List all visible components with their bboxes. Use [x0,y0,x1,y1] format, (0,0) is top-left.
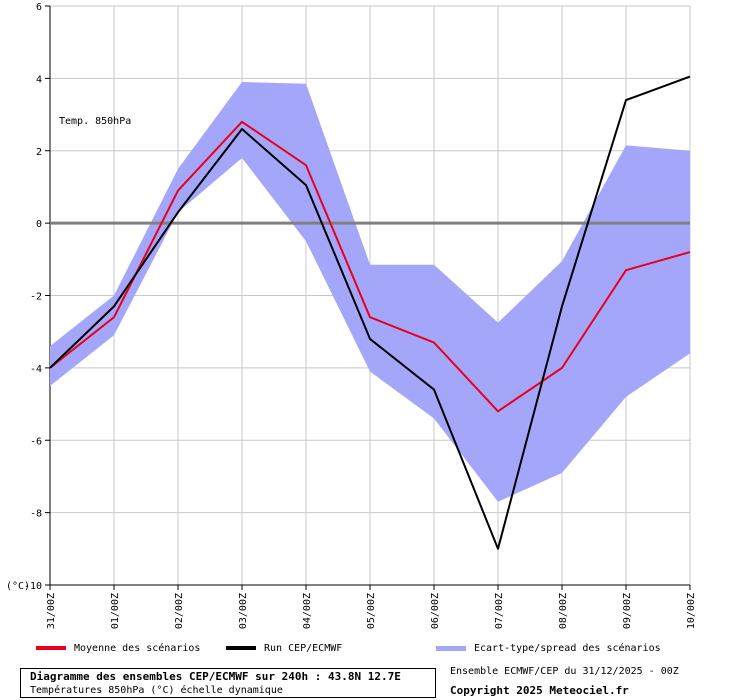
y-tick-label: -2 [30,292,42,303]
y-tick-label: -4 [30,364,42,375]
y-tick-label: -8 [30,509,42,520]
y-tick-labels: 6 4 2 0 -2 -4 -6 -8 -10(°C) [6,2,42,592]
x-tick-label: 01/00Z [110,593,121,629]
x-tick-label: 10/00Z [686,593,697,629]
legend-item-spread: Ecart-type/spread des scénarios [436,640,661,656]
x-tick-label: 09/00Z [622,593,633,629]
x-tick-label: 08/00Z [558,593,569,629]
x-tick-label: 07/00Z [494,593,505,629]
run-info: Ensemble ECMWF/CEP du 31/12/2025 - 00Z [450,666,679,677]
legend-label-run: Run CEP/ECMWF [264,642,343,654]
x-tick-label: 05/00Z [366,593,377,629]
spread-band [50,81,690,502]
footer-title: Diagramme des ensembles CEP/ECMWF sur 24… [30,670,401,683]
x-tick-label: 04/00Z [302,593,313,629]
footer-subtitle: Températures 850hPa (°C) échelle dynamiq… [30,685,283,696]
y-tick-label: 6 [36,2,42,13]
mean-series-line [49,120,691,413]
x-tick-label: 03/00Z [238,593,249,629]
legend-swatch-run [226,646,256,650]
legend-swatch-spread [436,645,466,651]
y-tick-label: -6 [30,436,42,447]
chart: 6 4 2 0 -2 -4 -6 -8 -10(°C) 31/00Z 01/00Z 02/00Z 03… [6,2,697,629]
x-tick-label: 31/00Z [46,593,57,629]
y-tick-label: 2 [36,147,42,158]
footer-caption-box: Diagramme des ensembles CEP/ECMWF sur 24… [20,668,436,698]
x-tick-labels: 31/00Z 01/00Z 02/00Z 03/00Z 04/00Z 05/00Z 06/0… [46,593,697,629]
y-unit-label: (°C) [6,581,30,592]
y-tick-label: 4 [36,74,42,85]
y-tick-label: -10 [24,581,42,592]
legend-swatch-mean [36,646,66,650]
chart-annotation: Temp. 850hPa [59,116,131,127]
legend-item-mean: Moyenne des scénarios [36,640,200,656]
legend-label-mean: Moyenne des scénarios [74,642,201,654]
copyright: Copyright 2025 Meteociel.fr [450,684,629,697]
legend-item-run: Run CEP/ECMWF [226,640,342,656]
run-series-line [49,75,691,550]
legend-label-spread: Ecart-type/spread des scénarios [474,642,661,654]
y-tick-label: 0 [36,219,42,230]
x-tick-label: 02/00Z [174,593,185,629]
x-tick-label: 06/00Z [430,593,441,629]
